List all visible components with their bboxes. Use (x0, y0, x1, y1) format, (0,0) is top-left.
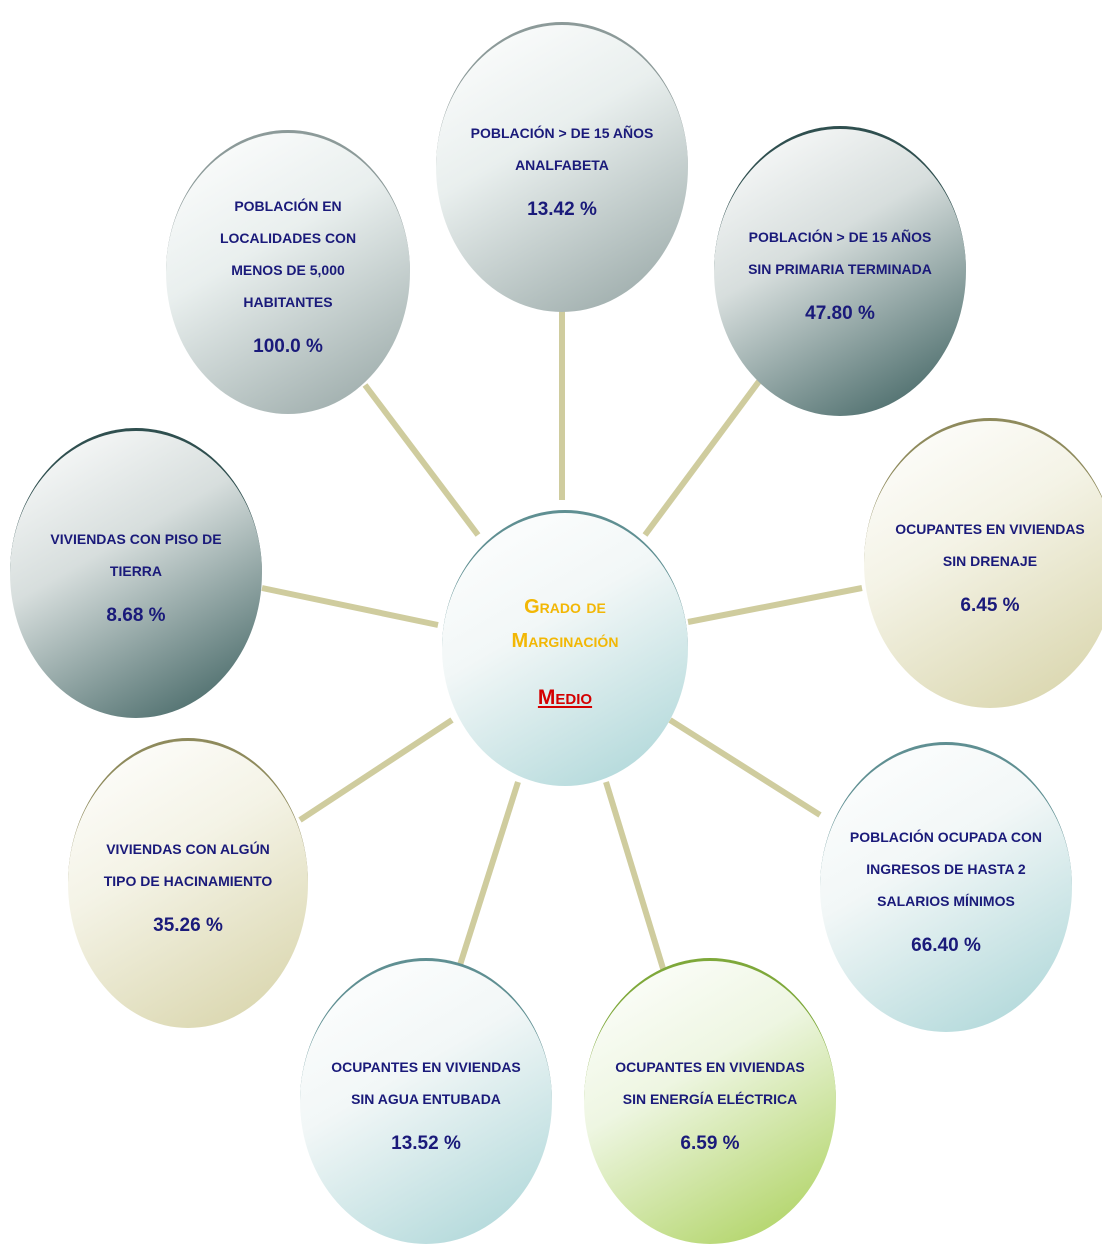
node-localidades: POBLACIÓN EN LOCALIDADES CON MENOS DE 5,… (166, 130, 410, 414)
node-label: POBLACIÓN > DE 15 AÑOS SIN PRIMARIA TERM… (748, 228, 932, 277)
connector-sin-energia (603, 781, 668, 976)
node-value: 6.45 % (960, 594, 1020, 616)
node-sin-energia: OCUPANTES EN VIVIENDAS SIN ENERGÍA ELÉCT… (584, 958, 836, 1244)
node-analfabeta: POBLACIÓN > DE 15 AÑOS ANALFABETA 13.42 … (436, 22, 688, 312)
node-value: 35.26 % (153, 914, 223, 936)
node-value: 100.0 % (253, 335, 323, 357)
node-sin-agua: OCUPANTES EN VIVIENDAS SIN AGUA ENTUBADA… (300, 958, 552, 1244)
center-level: Medio (537, 685, 593, 709)
node-label: VIVIENDAS CON PISO DE TIERRA (50, 530, 222, 579)
node-label: OCUPANTES EN VIVIENDAS SIN DRENAJE (895, 520, 1085, 569)
node-value: 8.68 % (106, 604, 166, 626)
connector-sin-agua (457, 781, 521, 966)
node-piso-tierra: VIVIENDAS CON PISO DE TIERRA 8.68 % (10, 428, 262, 718)
center-title-line2: Marginación (511, 629, 619, 652)
node-label: POBLACIÓN EN LOCALIDADES CON MENOS DE 5,… (219, 197, 357, 310)
node-value: 13.42 % (527, 198, 597, 220)
node-hacinamiento: VIVIENDAS CON ALGÚN TIPO DE HACINAMIENTO… (68, 738, 308, 1028)
connector-sin-primaria (642, 378, 763, 537)
connector-sin-drenaje (687, 585, 863, 625)
node-sin-drenaje: OCUPANTES EN VIVIENDAS SIN DRENAJE 6.45 … (864, 418, 1102, 708)
connector-ingresos (668, 717, 822, 818)
node-label: VIVIENDAS CON ALGÚN TIPO DE HACINAMIENTO (103, 840, 273, 889)
node-value: 13.52 % (391, 1132, 461, 1154)
node-label: OCUPANTES EN VIVIENDAS SIN ENERGÍA ELÉCT… (615, 1058, 805, 1107)
node-label: OCUPANTES EN VIVIENDAS SIN AGUA ENTUBADA (331, 1058, 521, 1107)
connector-piso-tierra (261, 585, 439, 628)
node-ingresos: POBLACIÓN OCUPADA CON INGRESOS DE HASTA … (820, 742, 1072, 1032)
connector-localidades (362, 383, 481, 537)
node-value: 47.80 % (805, 302, 875, 324)
node-label: POBLACIÓN OCUPADA CON INGRESOS DE HASTA … (849, 828, 1043, 909)
node-sin-primaria: POBLACIÓN > DE 15 AÑOS SIN PRIMARIA TERM… (714, 126, 966, 416)
node-value: 66.40 % (911, 934, 981, 956)
connector-hacinamiento (298, 717, 454, 823)
node-label: POBLACIÓN > DE 15 AÑOS ANALFABETA (470, 124, 654, 173)
node-value: 6.59 % (680, 1132, 740, 1154)
center-node: Grado de Marginación Medio (442, 510, 688, 786)
center-title-line1: Grado de (524, 595, 606, 618)
